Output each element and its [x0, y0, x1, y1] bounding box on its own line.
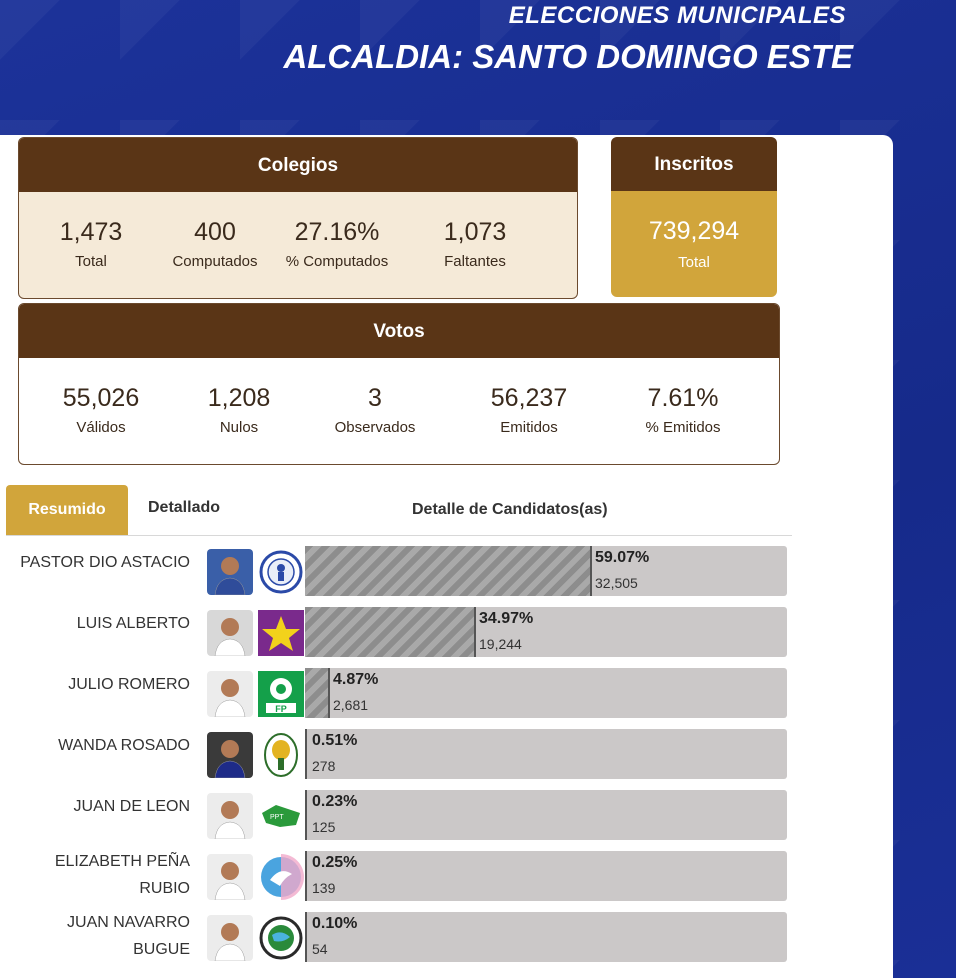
- candidate-photo: [207, 732, 253, 778]
- stat-total: 1,473 Total: [59, 218, 123, 270]
- inscritos-label: Total: [678, 254, 710, 271]
- globe-logo-icon: [258, 915, 304, 961]
- vote-bar-fill: [305, 790, 307, 840]
- stat-computados: 400 Computados: [172, 218, 258, 270]
- stat-observados: 3 Observados: [334, 384, 416, 436]
- vote-bar-track: 0.23% 125: [305, 790, 787, 840]
- vote-percent: 0.10%: [312, 915, 358, 932]
- vote-count: 32,505: [595, 575, 638, 591]
- svg-text:PPT: PPT: [270, 814, 284, 821]
- election-type: ELECCIONES MUNICIPALES: [508, 2, 846, 29]
- candidate-name: ELIZABETH PEÑA RUBIO: [54, 853, 190, 897]
- candidate-row: WANDA ROSADO 0.51% 278: [0, 728, 893, 782]
- tab-resumido[interactable]: Resumido: [6, 485, 128, 535]
- vote-count: 278: [312, 758, 336, 774]
- candidate-photo: [207, 610, 253, 656]
- vote-bar-fill: [305, 607, 476, 657]
- candidate-row: JUAN DE LEON PPT 0.23% 125: [0, 789, 893, 843]
- office-title: ALCALDIA: SANTO DOMINGO ESTE: [283, 38, 853, 75]
- vote-count: 54: [312, 941, 328, 957]
- inscritos-panel: Inscritos 739,294 Total: [611, 137, 777, 297]
- stat-emitidos: 56,237 Emitidos: [490, 384, 568, 436]
- vote-percent: 59.07%: [595, 549, 650, 566]
- fp-logo-icon: FP: [258, 671, 304, 717]
- candidate-row: PASTOR DIO ASTACIO 59.07% 32,505: [0, 545, 893, 599]
- prd-star-logo-icon: [258, 610, 304, 656]
- svg-text:FP: FP: [275, 704, 287, 714]
- vote-count: 19,244: [479, 636, 522, 652]
- candidate-photo: [207, 854, 253, 900]
- vote-bar-track: 0.51% 278: [305, 729, 787, 779]
- results-card: Colegios 1,473 Total 400 Computados 27.16%…: [0, 135, 893, 978]
- dove-logo-icon: [258, 854, 304, 900]
- vote-count: 139: [312, 880, 336, 896]
- map-logo-icon: PPT: [258, 793, 304, 839]
- candidate-row: JULIO ROMERO FP 4.87% 2,681: [0, 667, 893, 721]
- candidate-name: PASTOR DIO ASTACIO: [20, 554, 190, 571]
- vote-bar-track: 34.97% 19,244: [305, 607, 787, 657]
- candidate-name: JUAN DE LEON: [73, 798, 190, 815]
- candidate-row: JUAN NAVARRO BUGUE 0.10% 54: [0, 911, 893, 965]
- vote-percent: 34.97%: [479, 610, 534, 627]
- candidate-photo: [207, 671, 253, 717]
- candidate-row: LUIS ALBERTO 34.97% 19,244: [0, 606, 893, 660]
- inscritos-value: 739,294: [648, 217, 740, 245]
- stat-faltantes: 1,073 Faltantes: [443, 218, 507, 270]
- colegios-title: Colegios: [19, 138, 577, 192]
- candidate-name: LUIS ALBERTO: [76, 615, 190, 632]
- tab-detallado[interactable]: Detallado: [148, 499, 221, 516]
- candidate-photo: [207, 793, 253, 839]
- vote-count: 125: [312, 819, 336, 835]
- votos-panel: Votos 55,026 Válidos 1,208 Nulos 3 Observad…: [18, 303, 780, 465]
- inscritos-title: Inscritos: [611, 137, 777, 191]
- stat-validos: 55,026 Válidos: [62, 384, 140, 436]
- vote-bar-track: 4.87% 2,681: [305, 668, 787, 718]
- candidate-name: WANDA ROSADO: [58, 737, 190, 754]
- colegios-panel: Colegios 1,473 Total 400 Computados 27.16%…: [18, 137, 578, 299]
- vote-bar-fill: [305, 729, 307, 779]
- candidate-name: JULIO ROMERO: [68, 676, 190, 693]
- votos-title: Votos: [19, 304, 779, 358]
- vote-percent: 0.23%: [312, 793, 358, 810]
- vote-bar-fill: [305, 668, 330, 718]
- vote-count: 2,681: [333, 697, 369, 713]
- vote-percent: 0.51%: [312, 732, 358, 749]
- vote-percent: 0.25%: [312, 854, 358, 871]
- vote-bar-fill: [305, 912, 307, 962]
- prsc-logo-icon: [258, 732, 304, 778]
- candidate-photo: [207, 915, 253, 961]
- candidates-section-title: Detalle de Candidatos(as): [412, 501, 608, 518]
- vote-bar-track: 0.25% 139: [305, 851, 787, 901]
- pld-logo-icon: [258, 549, 304, 595]
- stat-nulos: 1,208 Nulos: [207, 384, 271, 436]
- stat-pct-computados: 27.16%% Computados: [285, 218, 389, 270]
- vote-bar-track: 59.07% 32,505: [305, 546, 787, 596]
- vote-percent: 4.87%: [333, 671, 379, 688]
- vote-bar-fill: [305, 546, 592, 596]
- candidate-photo: [207, 549, 253, 595]
- candidate-name: JUAN NAVARRO BUGUE: [67, 914, 190, 958]
- vote-bar-fill: [305, 851, 307, 901]
- view-tabs: Resumido Detallado Detalle de Candidatos…: [6, 485, 792, 536]
- stat-pct-emitidos: 7.61%% Emitidos: [645, 384, 721, 436]
- candidate-row: ELIZABETH PEÑA RUBIO 0.25% 139: [0, 850, 893, 904]
- vote-bar-track: 0.10% 54: [305, 912, 787, 962]
